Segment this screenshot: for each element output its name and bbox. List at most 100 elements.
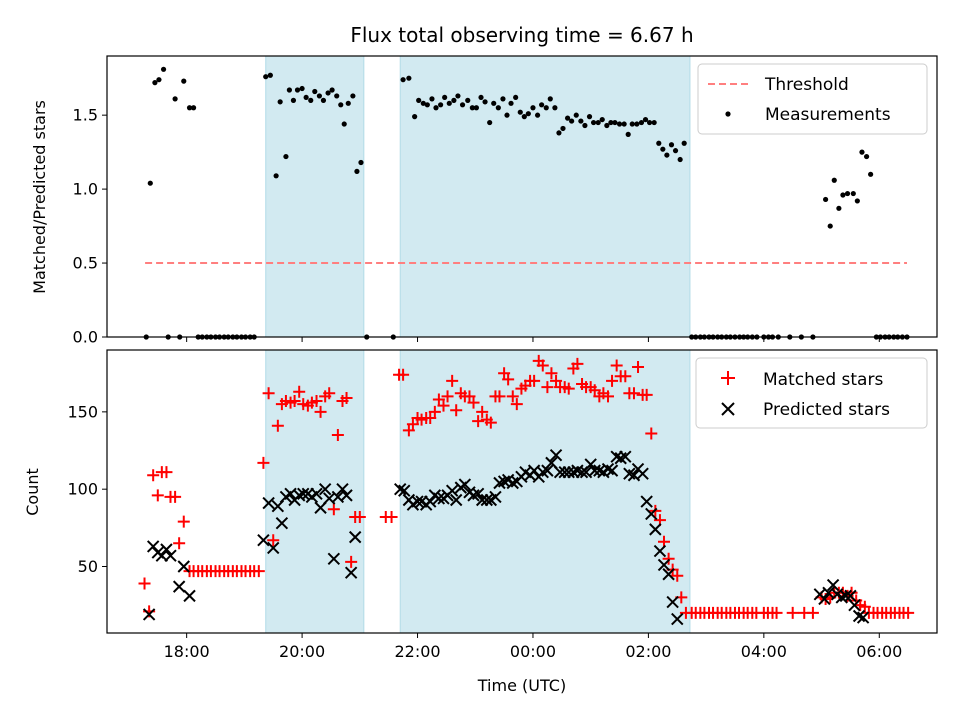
predicted-star-marker: [848, 598, 861, 612]
matched-star-marker: [484, 416, 497, 429]
predicted-star-marker: [549, 448, 563, 462]
x-tick-label: 06:00: [856, 642, 902, 661]
predicted-star-marker: [344, 566, 358, 579]
measurement-point: [569, 118, 575, 124]
predicted-star-marker: [657, 558, 671, 572]
measurement-point: [681, 140, 687, 146]
predicted-star-marker: [318, 482, 332, 496]
measurement-point: [836, 205, 842, 211]
measurement-point: [303, 94, 309, 101]
measurement-point: [827, 223, 833, 229]
measurement-point: [668, 142, 675, 148]
measurement-point: [172, 96, 178, 102]
measurement-point: [320, 97, 327, 103]
matched-star-marker: [402, 424, 415, 437]
matched-star-marker: [450, 404, 463, 417]
matched-star-marker: [147, 469, 160, 482]
measurement-point: [350, 93, 356, 99]
matched-star-marker: [267, 534, 280, 547]
measurement-point: [525, 111, 531, 117]
measurement-point: [543, 105, 549, 111]
top-x-ticks: [186, 337, 880, 342]
matched-star-marker: [610, 359, 623, 372]
predicted-star-marker: [160, 543, 173, 556]
predicted-star-marker: [267, 541, 280, 555]
measurement-point: [406, 75, 412, 81]
matched-star-marker: [385, 511, 398, 524]
measurement-point: [840, 192, 846, 198]
matched-star-marker: [345, 555, 358, 568]
y-tick-label: 150: [67, 402, 98, 421]
predicted-star-marker: [666, 595, 679, 609]
matched-star-marker: [323, 387, 336, 400]
matched-star-marker: [428, 405, 441, 418]
predicted-stars-series: [142, 448, 870, 626]
measurement-point: [508, 100, 514, 106]
predicted-star-marker: [640, 495, 653, 508]
matched-star-marker: [257, 456, 270, 469]
predicted-star-marker: [336, 482, 349, 496]
measurement-point: [599, 116, 605, 123]
measurement-point: [424, 102, 430, 108]
matched-star-marker: [640, 388, 653, 401]
measurement-point: [338, 102, 344, 108]
x-tick-label: 00:00: [510, 642, 556, 661]
bottom-legend-box: [695, 357, 928, 429]
measurement-point: [517, 109, 523, 115]
measurement-point: [267, 72, 273, 78]
predicted-star-marker: [297, 487, 310, 501]
matched-star-marker: [331, 429, 344, 442]
measurement-point: [283, 153, 289, 160]
x-tick-label: 18:00: [164, 642, 210, 661]
legend-predicted-label: Predicted stars: [763, 400, 890, 420]
measurement-point: [534, 112, 541, 118]
predicted-star-marker: [424, 495, 437, 508]
top-legend-box: [697, 63, 928, 135]
measurement-point: [547, 96, 553, 102]
measurement-point: [539, 102, 545, 108]
bottom-panel: 50 100 150 18:00 20:00 22:00 00:00 02:00 04:00 0…: [23, 349, 938, 695]
y-tick-label: 1.0: [73, 180, 98, 199]
legend-measurements-label: Measurements: [765, 105, 891, 125]
x-axis-label: Time (UTC): [477, 676, 566, 695]
measurement-point: [308, 97, 314, 103]
measurement-point: [186, 105, 193, 111]
matched-star-marker: [671, 569, 684, 582]
predicted-star-marker: [619, 450, 632, 463]
predicted-star-marker: [183, 589, 196, 603]
predicted-star-marker: [489, 490, 502, 504]
measurement-point: [625, 131, 631, 137]
measurement-point: [416, 97, 422, 103]
predicted-star-marker: [584, 458, 597, 471]
measurement-point: [286, 87, 292, 93]
measurement-point: [504, 112, 510, 118]
matched-star-marker: [467, 396, 480, 409]
bottom-y-ticks: 50 100 150: [67, 402, 107, 576]
predicted-star-marker: [262, 496, 275, 510]
measurement-point: [651, 119, 657, 126]
matched-star-marker: [545, 367, 558, 380]
measurement-point: [482, 99, 488, 105]
predicted-star-marker: [458, 478, 472, 491]
matched-star-marker: [770, 606, 783, 619]
measurement-point: [433, 105, 439, 111]
legend-matched-label: Matched stars: [763, 370, 883, 390]
measurement-point: [595, 119, 601, 126]
measurement-point: [442, 94, 448, 101]
matched-star-marker: [645, 427, 658, 440]
measurement-point: [656, 140, 662, 146]
measurement-point: [608, 119, 614, 126]
matched-star-marker: [138, 577, 151, 590]
x-tick-label: 04:00: [741, 642, 787, 661]
measurement-point: [277, 99, 283, 105]
y-tick-label: 50: [78, 557, 98, 576]
measurement-point: [868, 171, 874, 177]
matched-star-marker: [510, 398, 523, 411]
chart-title: Flux total observing time = 6.67 h: [350, 23, 693, 47]
top-y-ticks: 0.0 0.5 1.0 1.5: [73, 106, 107, 347]
measurement-point: [329, 87, 335, 93]
predicted-star-marker: [601, 462, 615, 476]
measurement-point: [660, 146, 666, 152]
predicted-star-marker: [649, 523, 662, 536]
measurement-point: [469, 105, 475, 111]
